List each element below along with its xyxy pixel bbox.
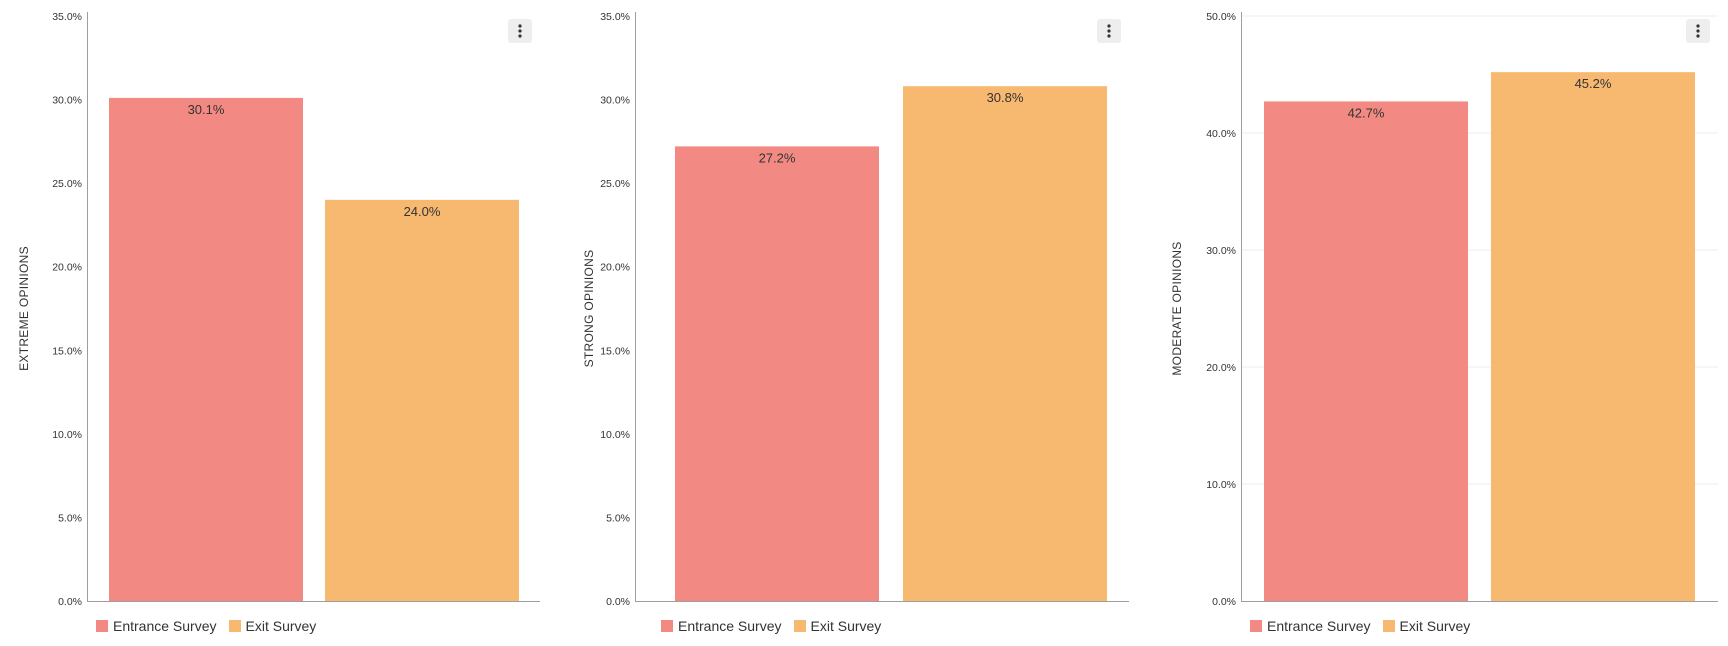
data-label: 45.2%	[1575, 76, 1612, 91]
data-label: 30.8%	[987, 90, 1024, 105]
y-tick-label: 40.0%	[1206, 128, 1236, 140]
legend-item-entrance[interactable]: Entrance Survey	[661, 618, 782, 634]
y-tick-label: 5.0%	[58, 512, 82, 524]
chart-svg: 42.7% 45.2% 0.0% 10.0% 20.0% 30.0% 40.0% 50.0% M…	[1170, 11, 1718, 608]
legend-swatch-entrance	[96, 620, 108, 632]
legend-label-exit: Exit Survey	[1399, 618, 1471, 634]
bar-exit	[1491, 72, 1695, 601]
legend-swatch-exit	[1382, 620, 1395, 632]
y-tick-label: 30.0%	[52, 95, 82, 107]
chart-panel-strong: 27.2% 30.8% 0.0% 5.0% 10.0% 15.0% 20.0% 25.0% 30…	[570, 0, 1150, 646]
legend-swatch-exit	[793, 620, 806, 632]
more-vertical-icon	[1107, 24, 1111, 38]
data-label: 42.7%	[1348, 105, 1385, 120]
chart-menu-button[interactable]	[1686, 19, 1710, 43]
chart-legend: Entrance Survey Exit Survey	[96, 618, 328, 634]
y-tick-label: 25.0%	[52, 178, 82, 190]
legend-label-exit: Exit Survey	[810, 618, 882, 634]
y-tick-label: 30.0%	[600, 95, 630, 107]
y-tick-label: 15.0%	[52, 345, 82, 357]
chart-svg: 27.2% 30.8% 0.0% 5.0% 10.0% 15.0% 20.0% 25.0% 30…	[582, 11, 1129, 608]
data-label: 24.0%	[404, 204, 441, 219]
legend-item-entrance[interactable]: Entrance Survey	[96, 618, 217, 634]
y-tick-label: 30.0%	[1206, 245, 1236, 257]
bar-entrance	[109, 97, 303, 602]
y-tick-label: 10.0%	[52, 429, 82, 441]
chart-panel-moderate: 42.7% 45.2% 0.0% 10.0% 20.0% 30.0% 40.0% 50.0% M…	[1150, 0, 1728, 646]
y-tick-label: 0.0%	[606, 596, 630, 608]
legend-item-exit[interactable]: Exit Survey	[228, 618, 317, 634]
y-tick-label: 15.0%	[600, 345, 630, 357]
y-tick-label: 0.0%	[1212, 596, 1236, 608]
bar-entrance	[1264, 101, 1468, 601]
y-tick-label: 5.0%	[606, 512, 630, 524]
y-axis-title: STRONG OPINIONS	[582, 250, 596, 368]
legend-item-entrance[interactable]: Entrance Survey	[1250, 618, 1371, 634]
y-tick-label: 50.0%	[1206, 11, 1236, 23]
legend-swatch-entrance	[661, 620, 673, 632]
y-tick-label: 20.0%	[52, 262, 82, 274]
y-tick-label: 25.0%	[600, 178, 630, 190]
bar-entrance	[675, 146, 879, 601]
chart-menu-button[interactable]	[508, 19, 532, 43]
y-tick-label: 35.0%	[52, 11, 82, 23]
legend-label-exit: Exit Survey	[245, 618, 317, 634]
bar-exit	[325, 199, 519, 601]
y-tick-label: 20.0%	[1206, 362, 1236, 374]
chart-menu-button[interactable]	[1097, 19, 1121, 43]
legend-item-exit[interactable]: Exit Survey	[1382, 618, 1471, 634]
data-label: 27.2%	[759, 150, 796, 165]
legend-swatch-entrance	[1250, 620, 1262, 632]
y-tick-label: 35.0%	[600, 11, 630, 23]
legend-item-exit[interactable]: Exit Survey	[793, 618, 882, 634]
y-tick-label: 0.0%	[58, 596, 82, 608]
data-label: 30.1%	[188, 102, 225, 117]
legend-swatch-exit	[228, 620, 241, 632]
y-axis-title: MODERATE OPINIONS	[1170, 241, 1184, 375]
y-tick-label: 20.0%	[600, 262, 630, 274]
legend-label-entrance: Entrance Survey	[1267, 618, 1371, 634]
legend-label-entrance: Entrance Survey	[113, 618, 217, 634]
y-axis-title: EXTREME OPINIONS	[17, 246, 31, 371]
legend-label-entrance: Entrance Survey	[678, 618, 782, 634]
chart-panel-extreme: 30.1% 24.0% 0.0% 5.0% 10.0% 15.0% 20.0% 25.0% 30…	[0, 0, 570, 646]
y-tick-label: 10.0%	[1206, 479, 1236, 491]
y-tick-label: 10.0%	[600, 429, 630, 441]
more-vertical-icon	[1696, 24, 1700, 38]
more-vertical-icon	[518, 24, 522, 38]
chart-svg: 30.1% 24.0% 0.0% 5.0% 10.0% 15.0% 20.0% 25.0% 30…	[17, 11, 540, 608]
chart-legend: Entrance Survey Exit Survey	[661, 618, 893, 634]
chart-legend: Entrance Survey Exit Survey	[1250, 618, 1482, 634]
bar-exit	[903, 86, 1107, 601]
